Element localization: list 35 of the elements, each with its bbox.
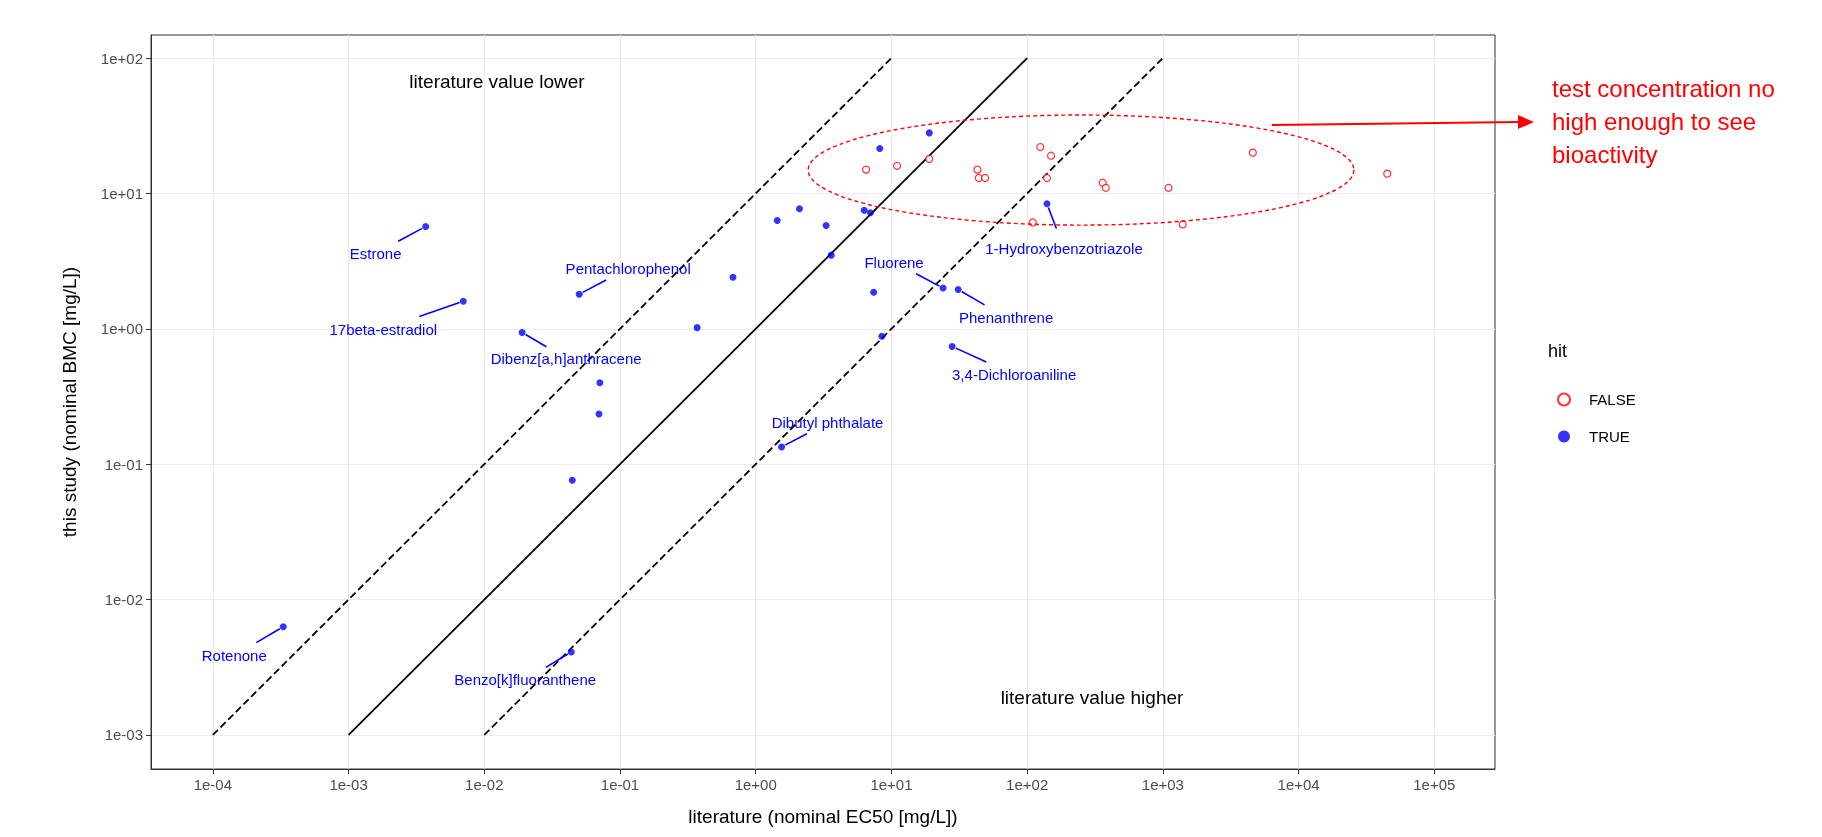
legend-title: hit (1548, 341, 1568, 361)
y-tick-label: 1e+00 (100, 320, 143, 338)
annotation: Estrone (349, 244, 402, 262)
y-tick-label: 1e+02 (100, 49, 143, 67)
x-tick-label: 1e-04 (193, 776, 233, 793)
annotation: Phenanthrene (959, 309, 1054, 327)
x-tick-label: 1e+03 (1141, 776, 1184, 793)
annotation: Pentachlorophenol (565, 259, 691, 277)
annotation: literature value lower (409, 70, 586, 92)
y-tick-label: 1e+01 (100, 184, 143, 202)
annotation: Dibutyl phthalate (771, 414, 884, 432)
annotation: Dibenz[a,h]anthracene (490, 349, 642, 367)
y-tick-label: 1e-01 (104, 455, 143, 473)
annotation: 17beta-estradiol (329, 320, 438, 338)
annotation: Fluorene (864, 253, 924, 271)
x-tick-label: 1e-02 (465, 776, 504, 793)
x-axis-title: literature (nominal EC50 [mg/L]) (688, 806, 958, 827)
annotation: 1-Hydroxybenzotriazole (985, 240, 1143, 258)
y-tick-label: 1e-03 (104, 726, 143, 744)
x-tick-label: 1e+00 (734, 776, 777, 793)
annotation: literature value higher (1000, 686, 1185, 708)
annotation: Rotenone (201, 647, 267, 665)
x-tick-label: 1e+05 (1413, 776, 1456, 793)
x-tick-label: 1e+02 (1006, 776, 1049, 793)
legend-label: TRUE (1589, 428, 1630, 445)
x-tick-label: 1e+01 (870, 776, 913, 793)
y-tick-label: 1e-02 (104, 591, 143, 609)
x-tick-label: 1e-03 (329, 776, 368, 793)
annotation: 3,4-Dichloroaniline (952, 366, 1077, 383)
legend-label: FALSE (1589, 391, 1636, 408)
annotation: Benzo[k]fluoranthene (454, 671, 597, 689)
x-tick-label: 1e-01 (600, 776, 640, 793)
text: test concentration no high enough to see bioactivity (1552, 75, 1782, 168)
x-tick-label: 1e+04 (1277, 776, 1320, 793)
y-axis-title: this study (nominal BMC [mg/L]) (59, 266, 80, 538)
